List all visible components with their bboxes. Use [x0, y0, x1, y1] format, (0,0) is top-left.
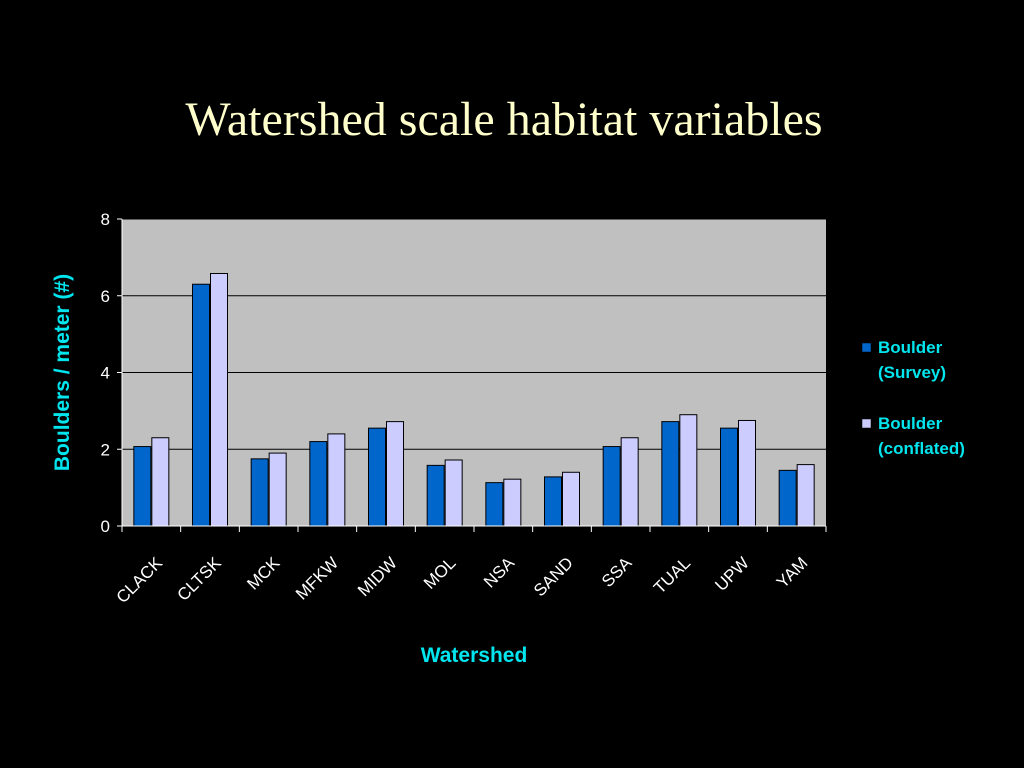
- bar-conflated-ssa: [620, 437, 639, 527]
- slide-title: Watershed scale habitat variables: [185, 93, 823, 146]
- bar-conflated-cltsk: [210, 272, 228, 527]
- legend-swatch-survey: [861, 342, 872, 353]
- bar-conflated-mfkw: [327, 433, 346, 527]
- x-tick-label-ssa: SSA: [598, 553, 636, 591]
- bar-conflated-midw: [386, 421, 404, 527]
- legend-label-survey-line-1: (Survey): [878, 363, 946, 382]
- bar-survey-yam: [778, 469, 797, 527]
- legend-label-conflated-line-1: (conflated): [878, 439, 965, 458]
- bar-conflated-nsa: [503, 478, 522, 527]
- y-tick-label-2: 4: [101, 364, 110, 383]
- x-tick-label-yam: YAM: [773, 553, 812, 592]
- bar-conflated-upw: [738, 419, 756, 527]
- bar-survey-nsa: [485, 482, 504, 527]
- bar-conflated-tual: [679, 414, 698, 527]
- y-tick-label-4: 8: [101, 210, 110, 229]
- x-tick-label-midw: MIDW: [354, 553, 401, 600]
- y-tick-label-0: 0: [101, 517, 110, 536]
- bar-conflated-mck: [268, 452, 287, 527]
- x-tick-label-clack: CLACK: [113, 553, 167, 607]
- bar-survey-mck: [250, 458, 269, 527]
- y-tick-label-1: 2: [101, 440, 110, 459]
- x-tick-label-mfkw: MFKW: [292, 553, 342, 603]
- bar-conflated-yam: [796, 464, 815, 527]
- x-tick-label-nsa: NSA: [480, 553, 519, 592]
- bar-survey-ssa: [602, 446, 621, 527]
- bar-survey-mfkw: [309, 441, 328, 527]
- legend-label-conflated-line-0: Boulder: [878, 414, 943, 433]
- x-tick-label-cltsk: CLTSK: [174, 553, 226, 605]
- bar-survey-cltsk: [192, 283, 210, 527]
- bar-survey-sand: [544, 476, 562, 527]
- x-tick-label-sand: SAND: [530, 553, 577, 600]
- x-tick-label-upw: UPW: [711, 553, 752, 594]
- y-tick-label-3: 6: [101, 287, 110, 306]
- bar-survey-clack: [133, 446, 152, 527]
- bar-survey-midw: [368, 427, 386, 527]
- bar-conflated-sand: [562, 471, 580, 527]
- legend-swatch-conflated: [861, 418, 872, 429]
- legend-label-survey-line-0: Boulder: [878, 338, 943, 357]
- x-tick-label-mck: MCK: [243, 553, 284, 594]
- x-tick-label-mol: MOL: [420, 553, 459, 592]
- bar-conflated-clack: [151, 437, 170, 527]
- bar-survey-mol: [426, 464, 445, 527]
- bar-survey-upw: [720, 427, 738, 527]
- x-tick-label-tual: TUAL: [650, 553, 694, 597]
- y-axis-title: Boulders / meter (#): [51, 274, 74, 471]
- bar-survey-tual: [661, 421, 680, 527]
- bar-conflated-mol: [444, 459, 463, 527]
- x-axis-title: Watershed: [421, 644, 528, 667]
